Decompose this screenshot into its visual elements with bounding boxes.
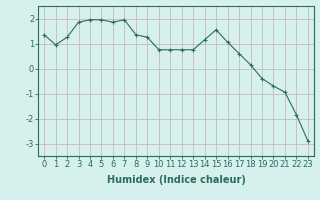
X-axis label: Humidex (Indice chaleur): Humidex (Indice chaleur): [107, 175, 245, 185]
